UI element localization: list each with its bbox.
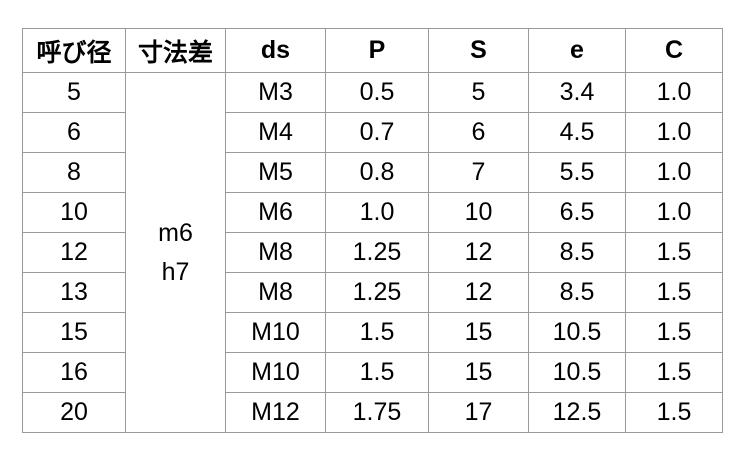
column-header-s: S [428,28,529,73]
cell-e: 8.5 [528,232,626,273]
cell-ds: M3 [225,72,326,113]
cell-e: 8.5 [528,272,626,313]
table-row: 13 M8 1.25 12 8.5 1.5 [22,272,723,313]
cell-c: 1.5 [625,392,723,433]
table-row: 10 M6 1.0 10 6.5 1.0 [22,192,723,233]
cell-ds: M10 [225,312,326,353]
column-header-dimensional-tolerance: 寸法差 [125,28,226,73]
cell-nominal: 12 [22,232,126,273]
column-header-p: P [325,28,429,73]
cell-s: 17 [428,392,529,433]
cell-p: 0.5 [325,72,429,113]
cell-nominal: 16 [22,352,126,393]
table-body: 5 m6 h7 M3 0.5 5 3.4 1.0 6 M4 0.7 6 4.5 … [22,72,723,433]
cell-c: 1.0 [625,192,723,233]
cell-nominal: 8 [22,152,126,193]
cell-ds: M12 [225,392,326,433]
table-row: 12 M8 1.25 12 8.5 1.5 [22,232,723,273]
cell-s: 12 [428,232,529,273]
cell-p: 1.75 [325,392,429,433]
cell-s: 10 [428,192,529,233]
cell-s: 7 [428,152,529,193]
cell-s: 15 [428,312,529,353]
cell-p: 1.0 [325,192,429,233]
cell-c: 1.5 [625,352,723,393]
cell-nominal: 10 [22,192,126,233]
cell-tolerance-merged: m6 h7 [125,72,226,433]
cell-e: 10.5 [528,312,626,353]
cell-c: 1.0 [625,152,723,193]
cell-e: 6.5 [528,192,626,233]
cell-nominal: 20 [22,392,126,433]
cell-c: 1.5 [625,232,723,273]
cell-e: 3.4 [528,72,626,113]
cell-s: 5 [428,72,529,113]
column-header-c: C [625,28,723,73]
header-row: 呼び径 寸法差 ds P S e C [22,28,723,73]
cell-ds: M5 [225,152,326,193]
column-header-e: e [528,28,626,73]
cell-s: 15 [428,352,529,393]
cell-nominal: 15 [22,312,126,353]
cell-p: 1.25 [325,272,429,313]
cell-p: 1.5 [325,312,429,353]
cell-nominal: 6 [22,112,126,153]
fastener-specification-table: 呼び径 寸法差 ds P S e C 5 m6 h7 M3 0.5 5 3.4 … [22,28,723,433]
cell-c: 1.5 [625,272,723,313]
table-row: 8 M5 0.8 7 5.5 1.0 [22,152,723,193]
column-header-nominal-diameter: 呼び径 [22,28,126,73]
spec-table-container: 呼び径 寸法差 ds P S e C 5 m6 h7 M3 0.5 5 3.4 … [22,28,723,433]
table-row: 16 M10 1.5 15 10.5 1.5 [22,352,723,393]
column-header-ds: ds [225,28,326,73]
cell-c: 1.5 [625,312,723,353]
cell-ds: M8 [225,272,326,313]
cell-s: 6 [428,112,529,153]
cell-ds: M10 [225,352,326,393]
cell-ds: M4 [225,112,326,153]
cell-c: 1.0 [625,72,723,113]
cell-e: 12.5 [528,392,626,433]
table-row: 20 M12 1.75 17 12.5 1.5 [22,392,723,433]
cell-ds: M8 [225,232,326,273]
table-row: 15 M10 1.5 15 10.5 1.5 [22,312,723,353]
cell-e: 10.5 [528,352,626,393]
cell-p: 1.25 [325,232,429,273]
cell-nominal: 5 [22,72,126,113]
cell-e: 5.5 [528,152,626,193]
cell-p: 0.7 [325,112,429,153]
table-row: 5 m6 h7 M3 0.5 5 3.4 1.0 [22,72,723,433]
cell-p: 0.8 [325,152,429,193]
cell-s: 12 [428,272,529,313]
cell-nominal: 13 [22,272,126,313]
table-row: 6 M4 0.7 6 4.5 1.0 [22,112,723,153]
cell-e: 4.5 [528,112,626,153]
cell-p: 1.5 [325,352,429,393]
table-header: 呼び径 寸法差 ds P S e C [22,28,723,73]
cell-c: 1.0 [625,112,723,153]
cell-ds: M6 [225,192,326,233]
